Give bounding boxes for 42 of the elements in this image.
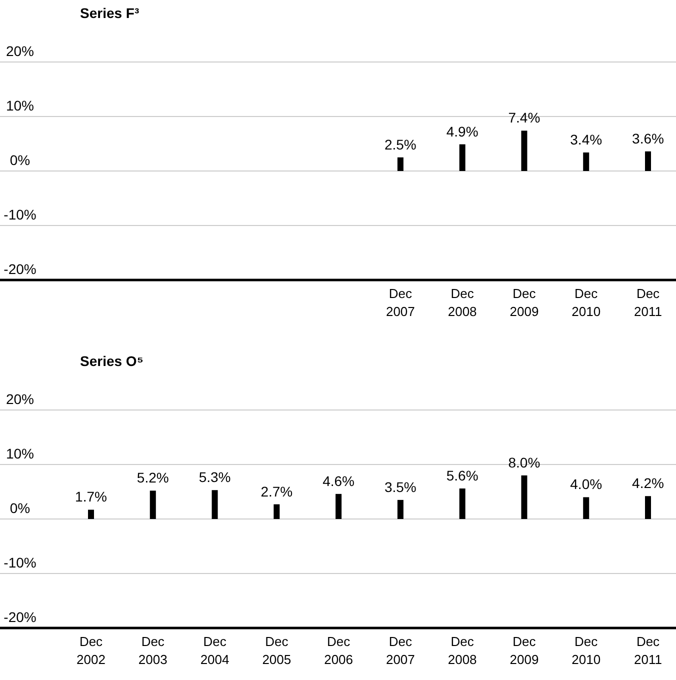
x-tick-label: Dec 2007 — [386, 286, 415, 319]
data-label: 2.7% — [260, 483, 293, 500]
data-label: 4.6% — [322, 472, 355, 489]
y-tick-label: 10% — [6, 98, 34, 114]
data-label: 4.0% — [570, 476, 602, 492]
data-label: 2.5% — [384, 136, 416, 152]
y-tick-label: -20% — [4, 609, 36, 625]
x-tick-label: Dec 2008 — [448, 634, 477, 667]
data-label: 4.2% — [632, 475, 664, 492]
x-tick-label: Dec 2005 — [262, 634, 292, 667]
y-tick-label: -10% — [4, 554, 36, 570]
y-tick-label: -10% — [4, 206, 36, 222]
data-label: 7.4% — [508, 110, 540, 126]
x-tick-label: Dec 2010 — [572, 634, 601, 667]
data-label: 3.4% — [570, 131, 602, 148]
y-tick-label: 20% — [6, 43, 34, 59]
x-tick-label: Dec 2009 — [510, 286, 539, 319]
x-tick-label: Dec 2007 — [386, 634, 415, 667]
x-tick-label: Dec 2011 — [634, 634, 662, 667]
y-tick-label: -20% — [4, 261, 36, 277]
x-tick-label: Dec 2011 — [634, 286, 662, 319]
x-tick-label: Dec 2003 — [138, 634, 168, 667]
data-label: 5.6% — [446, 467, 478, 484]
x-tick-label: Dec 2010 — [572, 286, 601, 319]
data-label: 5.3% — [198, 469, 231, 486]
data-label: 5.2% — [136, 470, 169, 486]
y-tick-label: 10% — [6, 446, 34, 462]
x-tick-label: Dec 2009 — [510, 634, 539, 667]
x-tick-label: Dec 2006 — [324, 634, 354, 667]
chart-title: Series F³ — [80, 5, 140, 21]
y-tick-label: 0% — [10, 152, 30, 168]
data-label: 4.9% — [446, 123, 478, 140]
chart-title: Series O⁵ — [80, 353, 144, 369]
x-tick-label: Dec 2002 — [76, 634, 106, 667]
y-tick-label: 0% — [10, 500, 30, 516]
x-tick-label: Dec 2004 — [200, 634, 230, 667]
data-label: 1.7% — [75, 488, 107, 505]
y-tick-label: 20% — [6, 391, 34, 407]
data-label: 3.5% — [384, 478, 416, 495]
data-label: 8.0% — [508, 454, 540, 470]
x-tick-label: Dec 2008 — [448, 286, 477, 319]
data-label: 3.6% — [632, 130, 664, 146]
